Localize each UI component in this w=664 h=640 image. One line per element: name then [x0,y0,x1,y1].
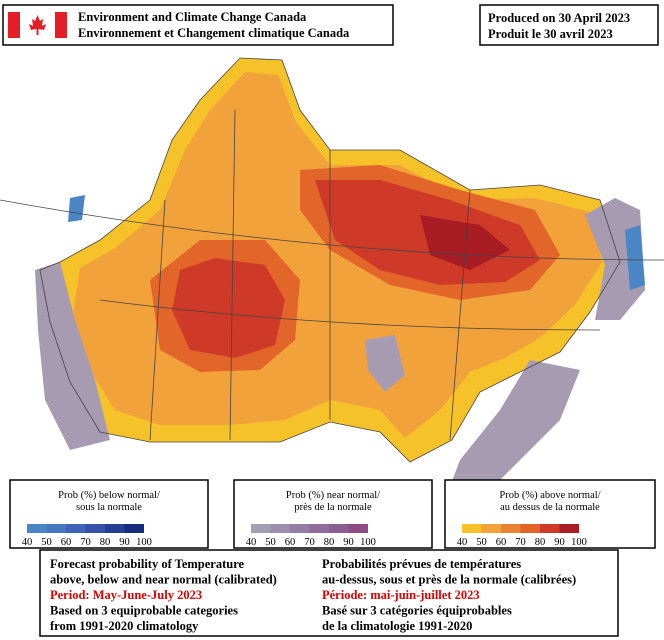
legend-tick: 50 [476,537,487,548]
legend-swatch [462,524,482,533]
legend-swatch [46,524,66,533]
agency-en: Environment and Climate Change Canada [78,10,307,24]
footer-line: Based on 3 equiprobable categories [50,604,238,618]
region-below-nw [68,195,85,222]
legend-swatch [124,524,144,533]
legend-tick: 70 [304,537,315,548]
map [0,57,664,500]
footer-line: au-dessus, sous et près de la normale (c… [322,573,576,587]
latitude-line [99,299,601,331]
legend-swatch [501,524,521,533]
footer-line: from 1991-2020 climatology [50,619,199,633]
coastline [39,57,621,463]
legend-swatch [540,524,560,533]
region-near-bc [35,262,110,450]
legend-tick: 60 [285,537,296,548]
legend-tick: 90 [119,537,130,548]
legend-tick: 70 [80,537,91,548]
footer-line: de la climatologie 1991-2020 [322,619,472,633]
legend-tick: 40 [457,537,468,548]
legend-swatch [27,524,47,533]
region-above-80 [420,215,510,270]
legend-tick: 50 [265,537,276,548]
legend-swatch [329,524,349,533]
region-near-hudson [365,335,405,392]
legend-swatch [520,524,540,533]
legend-tick: 100 [136,537,152,548]
legend-swatch [348,524,368,533]
footer-line: above, below and near normal (calibrated… [50,573,277,587]
legend-tick: 60 [496,537,507,548]
agency-fr: Environnement et Changement climatique C… [78,26,350,40]
legend-title-fr: sous la normale [76,502,142,513]
footer-line: Forecast probability of Temperature [50,557,245,571]
region-below [625,225,645,290]
footer-line: Probabilités prévues de températures [322,557,521,571]
legend-swatch [290,524,310,533]
legend-title-fr: près de la normale [294,502,372,513]
produced-box [479,4,659,46]
legend-swatch [309,524,329,533]
agency-box [2,4,394,46]
region-near-atlantic [445,360,580,500]
legend-box [9,479,209,549]
legend-tick: 40 [246,537,257,548]
legend-title-en: Prob (%) above normal/ [499,490,600,501]
legend-tick: 100 [571,537,587,548]
region-above-70 [172,258,285,358]
legend-tick: 90 [554,537,565,548]
flag [8,12,67,38]
legend-tick: 70 [515,537,526,548]
legend-tick: 80 [535,537,546,548]
legend-swatch [481,524,501,533]
footer-line: Période: mai-juin-juillet 2023 [322,588,480,602]
border [149,109,471,441]
legend-swatch [66,524,86,533]
legend-box [444,479,656,549]
legend-tick: 60 [61,537,72,548]
legend-tick: 50 [41,537,52,548]
legend-swatch [270,524,290,533]
legend-tick: 100 [360,537,376,548]
legend-tick: 80 [324,537,335,548]
legend-tick: 90 [343,537,354,548]
legend-tick: 40 [22,537,33,548]
legends: Prob (%) below normal/sous la normale 40 5… [9,479,656,549]
legend-title-en: Prob (%) near normal/ [286,490,380,501]
legend-swatch [85,524,105,533]
produced-en: Produced on 30 April 2023 [488,11,630,25]
legend-tick: 80 [100,537,111,548]
footer-line: Basé sur 3 catégories équiprobables [322,604,512,618]
latitude-line [0,199,664,261]
footer: Forecast probability of Temperature above… [50,557,576,633]
legend-swatch [559,524,579,533]
legend-box [233,479,433,549]
legend-swatch [251,524,271,533]
produced-fr: Produit le 30 avril 2023 [488,27,613,41]
legend-title-fr: au dessus de la normale [500,502,600,513]
legend-swatch [105,524,125,533]
legend-title-en: Prob (%) below normal/ [58,490,160,501]
footer-line: Period: May-June-July 2023 [50,588,202,602]
footer-box [39,549,619,637]
